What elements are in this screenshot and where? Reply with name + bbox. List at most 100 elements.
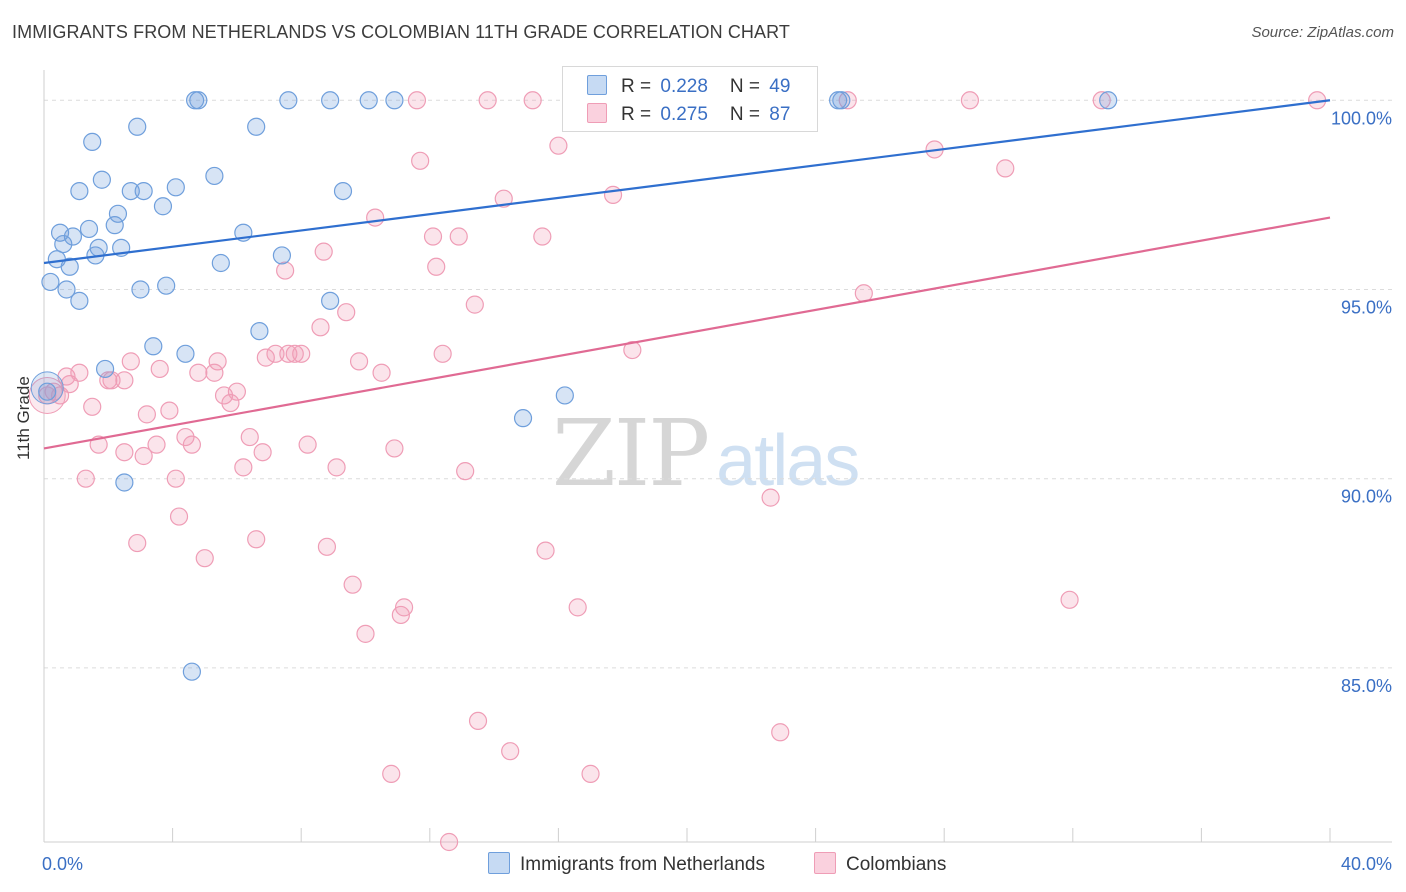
trend-line-colombians [43,216,1331,450]
grid-lines [44,99,1392,669]
point-netherlands [247,117,266,136]
point-netherlands [95,359,115,379]
point-colombians [603,185,623,204]
point-netherlands [131,280,150,299]
point-colombians [227,382,246,401]
point-colombians [581,764,600,783]
legend-r-value: 0.275 [660,104,708,125]
y-tick-label: 100.0% [1331,108,1392,128]
point-colombians [311,318,330,337]
point-netherlands [115,473,134,492]
x-tick-label: 40.0% [1341,854,1392,874]
legend-swatch-colombians [587,103,607,123]
legend-row-colombians: R = 0.275 N = 87 [587,103,790,125]
point-colombians [317,537,337,556]
point-netherlands [128,117,147,136]
point-colombians [134,446,153,466]
point-colombians [623,340,642,360]
point-colombians [182,435,201,454]
point-netherlands [108,204,128,223]
tick-labels: 85.0% 90.0% 95.0% 100.0% 0.0% 40.0% [42,108,1392,874]
point-netherlands [359,91,378,110]
point-colombians [247,530,266,549]
point-colombians [343,575,362,594]
series-netherlands [30,91,1118,681]
point-netherlands [92,170,111,189]
point-netherlands [57,280,76,299]
point-colombians [169,507,189,526]
y-tick-label: 90.0% [1341,487,1392,507]
point-colombians [189,363,208,382]
point-netherlands [63,227,83,246]
bottom-legend-netherlands[interactable]: Immigrants from Netherlands [488,852,765,876]
legend-r-value: 0.228 [660,76,708,97]
point-netherlands [144,337,163,356]
point-colombians [372,363,391,382]
point-netherlands [333,181,353,201]
point-colombians [761,488,780,507]
point-netherlands [89,238,108,257]
point-netherlands [105,216,124,235]
point-colombians [279,344,298,363]
point-colombians [478,91,497,110]
point-colombians [494,189,513,208]
bottom-legend-colombians[interactable]: Colombians [814,852,946,876]
point-colombians [128,533,147,553]
point-netherlands [182,662,201,681]
point-netherlands [38,382,57,401]
point-netherlands [157,276,176,295]
point-colombians [427,257,446,276]
legend-row-netherlands: R = 0.228 N = 49 [587,75,790,97]
bottom-legend-label-colombians: Colombians [846,854,947,875]
point-colombians [208,352,227,371]
point-colombians [115,443,134,462]
point-netherlands [385,91,404,110]
point-netherlands [250,322,269,341]
point-netherlands [41,272,60,292]
point-colombians [838,91,857,110]
point-netherlands [211,253,230,273]
point-colombians [83,397,102,416]
legend-swatch-netherlands [587,75,607,95]
point-netherlands [134,181,153,201]
point-netherlands [79,219,99,239]
point-netherlands [279,91,298,110]
point-colombians [115,371,134,390]
point-colombians [337,303,356,322]
bottom-legend-swatch-colombians [814,852,836,874]
point-colombians [996,159,1015,178]
point-colombians [366,208,385,227]
point-netherlands [321,291,340,310]
point-colombians [568,598,587,617]
point-netherlands [166,178,185,197]
chart-title: IMMIGRANTS FROM NETHERLANDS VS COLOMBIAN… [12,22,790,42]
point-netherlands [189,91,208,110]
legend-n-value: 49 [769,76,791,97]
point-netherlands [54,234,73,254]
legend-n-label: N = [729,76,766,97]
point-netherlands [70,291,89,310]
point-colombians [407,91,427,110]
trend-lines [43,99,1331,450]
y-tick-label: 85.0% [1341,676,1392,696]
point-colombians [195,549,214,568]
point-colombians [501,742,520,761]
point-netherlands [121,181,140,201]
point-colombians [292,344,311,363]
point-colombians [960,91,980,110]
point-colombians [536,541,555,560]
point-colombians [356,624,375,643]
y-tick-label: 95.0% [1341,297,1392,317]
watermark: ZIP atlas [552,400,860,507]
point-colombians [327,458,346,477]
legend-n-label: N = [729,104,766,125]
point-colombians [411,151,430,170]
point-netherlands [83,132,102,152]
point-colombians [253,443,272,462]
point-netherlands [513,409,533,428]
legend-r-label: R = [621,76,657,97]
point-netherlands [321,91,340,110]
axes [43,70,1392,843]
point-colombians [533,227,552,246]
point-netherlands [1099,91,1118,110]
